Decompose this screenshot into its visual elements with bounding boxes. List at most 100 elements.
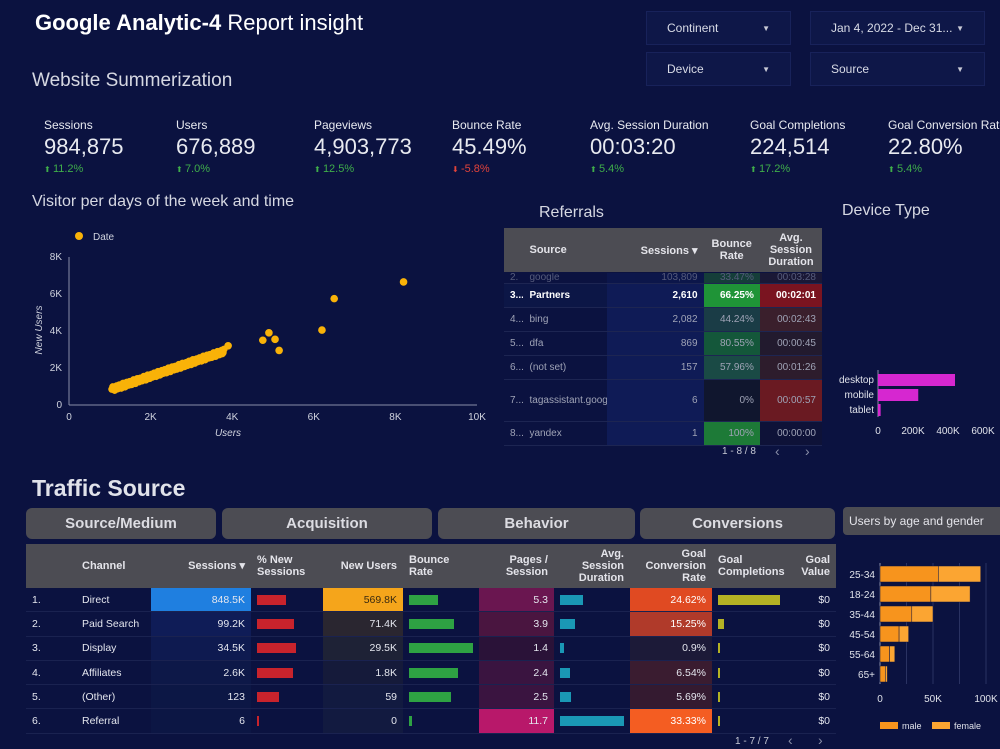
table-row[interactable]: 4... bing 2,082 44.24% 00:02:43	[504, 308, 822, 332]
continent-filter-label: Continent	[667, 21, 719, 35]
category-label: 45-54	[849, 630, 875, 641]
col-header[interactable]: Sessions ▾	[188, 560, 245, 572]
col-header[interactable]: Bounce Rate	[409, 554, 450, 578]
kpi-card: Goal Completions 224,514 ⬆ 17.2%	[750, 118, 900, 175]
x-tick-label: 10K	[468, 412, 486, 423]
traffic-pager: 1 - 7 / 7	[735, 736, 769, 747]
tab-behavior[interactable]: Behavior	[438, 508, 635, 539]
table-cell: dfa	[529, 338, 544, 349]
kpi-value: 22.80%	[888, 134, 963, 159]
table-cell: 57.96%	[703, 356, 760, 379]
kpi-value: 45.49%	[452, 134, 527, 159]
col-header[interactable]: % New Sessions	[257, 554, 306, 578]
prev-page-icon[interactable]: ‹	[788, 732, 793, 748]
scatter-point	[259, 336, 267, 345]
table-row[interactable]: 6. Referral 6 0 11.7 33.33% $0	[26, 709, 836, 734]
category-label: mobile	[845, 390, 875, 401]
prev-page-icon[interactable]: ‹	[775, 443, 780, 459]
table-cell: 34.5K	[151, 636, 251, 660]
table-row[interactable]: 3. Display 34.5K 29.5K 1.4 0.9% $0	[26, 636, 836, 661]
table-cell: 00:03:28	[759, 273, 822, 283]
table-cell: $0	[818, 617, 830, 630]
table-row[interactable]: 5... dfa 869 80.55% 00:00:45	[504, 332, 822, 356]
table-cell: 2.	[32, 617, 41, 630]
col-source[interactable]: Source	[529, 244, 567, 256]
col-bounce-rate[interactable]: Bounce Rate	[711, 238, 752, 262]
arrow-up-icon: ⬆	[750, 165, 759, 174]
table-row[interactable]: 8... yandex 1 100% 00:00:00	[504, 422, 822, 446]
bar-cell	[554, 709, 630, 732]
x-tick-label: 0	[66, 412, 72, 423]
data-bar	[560, 667, 571, 678]
kpi-delta-value: 11.2%	[52, 163, 84, 175]
x-axis-label: Users	[215, 428, 241, 439]
col-header[interactable]: Avg. Session Duration	[578, 548, 624, 584]
kpi-label: Goal Conversion Rate	[888, 118, 1000, 132]
col-sessions[interactable]: Sessions ▾	[640, 244, 698, 257]
table-row[interactable]: 2. Paid Search 99.2K 71.4K 3.9 15.25% $0	[26, 612, 836, 637]
next-page-icon[interactable]: ›	[805, 443, 810, 459]
data-bar	[257, 643, 296, 654]
table-cell: 24.62%	[630, 588, 712, 612]
table-row[interactable]: 1. Direct 848.5K 569.8K 5.3 24.62% $0	[26, 588, 836, 613]
bar-cell	[251, 612, 323, 635]
category-label: 25-34	[849, 570, 875, 581]
age-gender-title: Users by age and gender	[843, 507, 1000, 535]
kpi-value: 00:03:20	[590, 134, 676, 159]
kpi-delta: ⬆ 5.4%	[888, 163, 1000, 175]
col-header[interactable]: Goal Completions	[718, 554, 785, 578]
chevron-down-icon: ▼	[956, 64, 964, 74]
table-row[interactable]: 5. (Other) 123 59 2.5 5.69% $0	[26, 685, 836, 710]
bar-male	[879, 605, 913, 623]
tab-conversions[interactable]: Conversions	[640, 508, 835, 539]
table-cell: 6	[151, 709, 251, 733]
date-range-label: Jan 4, 2022 - Dec 31...	[831, 21, 953, 35]
table-cell: 2.4	[479, 660, 554, 685]
scatter-point	[275, 346, 283, 355]
scatter-point	[218, 346, 226, 355]
bar-female	[911, 605, 934, 623]
table-cell: $0	[818, 690, 830, 703]
table-cell: 1	[606, 422, 704, 445]
table-cell: Affiliates	[82, 666, 122, 679]
table-cell: 00:00:57	[759, 380, 822, 421]
table-row[interactable]: 3... Partners 2,610 66.25% 00:02:01	[504, 284, 822, 308]
col-header[interactable]: Channel	[82, 560, 126, 572]
bar-cell	[403, 685, 479, 708]
table-cell: $0	[818, 666, 830, 679]
table-row[interactable]: 7... tagassistant.google.com60%00:00:57	[504, 380, 822, 422]
continent-filter[interactable]: Continent ▼	[646, 11, 791, 45]
table-cell: 6.	[32, 715, 41, 728]
table-cell: 569.8K	[323, 588, 403, 612]
table-cell: 869	[606, 332, 704, 355]
table-row-partial: 2. google 103,809 33.47% 00:03:28	[504, 272, 822, 284]
date-range-filter[interactable]: Jan 4, 2022 - Dec 31... ▼	[810, 11, 985, 45]
col-header[interactable]: Goal Value	[801, 554, 830, 578]
table-cell: 00:02:43	[759, 308, 822, 331]
kpi-label: Bounce Rate	[452, 118, 522, 132]
table-row[interactable]: 6... (not set) 157 57.96% 00:01:26	[504, 356, 822, 380]
bar-cell	[554, 612, 630, 635]
x-tick-label: 8K	[389, 412, 402, 423]
tab-acquisition[interactable]: Acquisition	[222, 508, 432, 539]
table-cell: 5.	[32, 690, 41, 703]
kpi-delta-value: 12.5%	[322, 163, 355, 175]
table-cell: 848.5K	[151, 588, 251, 612]
table-cell: 0	[323, 709, 403, 733]
col-header[interactable]: Goal Conversion Rate	[645, 548, 706, 584]
col-header[interactable]: Pages / Session	[505, 554, 548, 578]
scatter-point	[271, 335, 279, 344]
col-header[interactable]: New Users	[340, 560, 397, 572]
table-cell: 99.2K	[151, 612, 251, 636]
data-bar	[560, 618, 575, 629]
source-filter[interactable]: Source ▼	[810, 52, 985, 86]
table-row[interactable]: 4. Affiliates 2.6K 1.8K 2.4 6.54% $0	[26, 660, 836, 686]
col-avg-duration[interactable]: Avg. Session Duration	[768, 232, 814, 268]
tab-source-medium[interactable]: Source/Medium	[26, 508, 216, 539]
device-filter[interactable]: Device ▼	[646, 52, 791, 86]
arrow-up-icon: ⬆	[888, 165, 897, 174]
referrals-pager-label: 1 - 8 / 8	[722, 446, 756, 457]
table-cell: 44.24%	[703, 308, 760, 331]
next-page-icon[interactable]: ›	[818, 732, 823, 748]
